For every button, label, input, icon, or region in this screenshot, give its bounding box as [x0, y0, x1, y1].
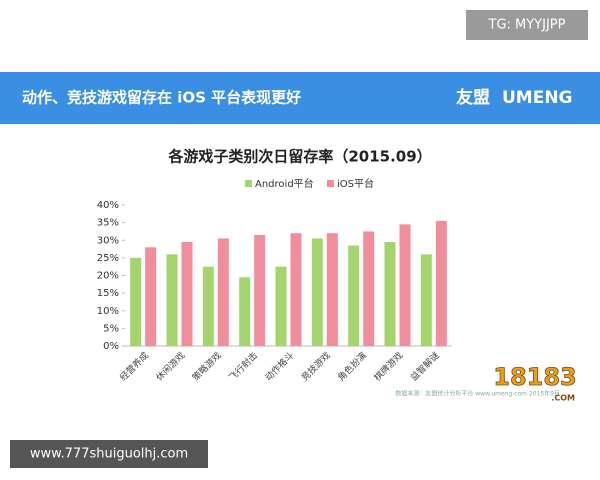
bar — [181, 242, 193, 346]
y-tick-label: 10% — [97, 306, 119, 317]
y-tick-label: 15% — [97, 288, 119, 299]
x-tick-label: 策略游戏 — [190, 349, 224, 383]
chart-title: 各游戏子类别次日留存率（2015.09） — [167, 148, 431, 166]
bar — [166, 254, 178, 346]
bar — [326, 233, 338, 346]
x-tick-label: 棋牌游戏 — [371, 349, 405, 383]
legend-swatch — [327, 180, 334, 187]
legend-label: Android平台 — [255, 177, 314, 190]
banner — [0, 72, 600, 124]
bar — [384, 242, 396, 346]
logo-cn: 友盟 — [456, 87, 490, 108]
top-watermark-box — [466, 10, 588, 40]
site-logo: 18183 — [493, 363, 577, 391]
source: 数据来源：友盟统计分析平台 www.umeng.com 2015年9月 — [395, 390, 560, 398]
site-logo-suffix: .COM — [551, 394, 575, 403]
bar — [420, 254, 432, 346]
bar — [254, 234, 266, 346]
x-tick-label: 角色扮演 — [335, 349, 369, 383]
bar — [202, 266, 214, 346]
bar — [363, 231, 375, 346]
legend-label: iOS平台 — [337, 177, 374, 190]
y-tick-label: 25% — [97, 253, 119, 264]
y-tick-label: 35% — [97, 218, 119, 229]
banner-headline: 动作、竞技游戏留存在 iOS 平台表现更好 — [22, 89, 301, 107]
bar — [275, 266, 287, 346]
y-tick-label: 20% — [97, 271, 119, 282]
bar — [348, 245, 360, 346]
bar — [217, 238, 229, 346]
x-tick-label: 休闲游戏 — [153, 349, 187, 383]
bar — [399, 224, 411, 346]
bottom-watermark-box — [10, 440, 208, 468]
logo-en: UMENG — [502, 88, 573, 108]
y-tick-label: 0% — [103, 341, 119, 352]
y-tick-label: 40% — [97, 200, 119, 211]
y-tick-label: 5% — [103, 323, 119, 334]
bar — [290, 233, 302, 346]
y-tick-label: 30% — [97, 235, 119, 246]
bar — [130, 257, 142, 346]
x-tick-label: 益智解谜 — [408, 349, 442, 383]
bar — [145, 247, 157, 346]
x-tick-label: 经营养成 — [117, 349, 151, 383]
bar — [311, 238, 323, 346]
top-watermark: TG: MYYJJPP — [488, 18, 566, 33]
x-tick-label: 竞技游戏 — [299, 349, 333, 383]
bar — [239, 277, 251, 346]
legend-swatch — [245, 180, 252, 187]
bottom-watermark: www.777shuiguolhj.com — [30, 447, 188, 462]
bar — [435, 220, 447, 346]
x-tick-label: 动作格斗 — [262, 349, 296, 383]
x-tick-label: 飞行射击 — [226, 349, 260, 383]
